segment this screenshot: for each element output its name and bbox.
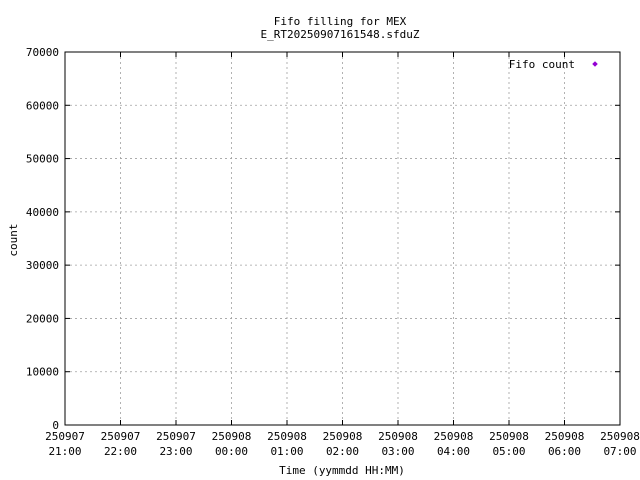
x-tick-date: 250908: [600, 430, 640, 443]
x-tick-time: 23:00: [159, 445, 192, 458]
x-tick-date: 250908: [378, 430, 418, 443]
y-tick-label: 0: [52, 419, 59, 432]
chart-subtitle: E_RT20250907161548.sfduZ: [261, 28, 420, 41]
x-tick-date: 250908: [267, 430, 307, 443]
x-tick-date: 250908: [212, 430, 252, 443]
y-tick-label: 30000: [26, 259, 59, 272]
x-tick-date: 250908: [489, 430, 529, 443]
x-tick-date: 250907: [156, 430, 196, 443]
x-tick-date: 250907: [101, 430, 141, 443]
x-tick-time: 01:00: [270, 445, 303, 458]
y-tick-label: 40000: [26, 206, 59, 219]
x-tick-time: 02:00: [326, 445, 359, 458]
y-tick-label: 70000: [26, 46, 59, 59]
y-tick-label: 20000: [26, 312, 59, 325]
x-tick-time: 21:00: [48, 445, 81, 458]
x-tick-time: 04:00: [437, 445, 470, 458]
axis-ticks: 0 10000 20000 30000 40000 50000 60000 70000 2509…: [26, 46, 640, 458]
y-axis-label: count: [7, 223, 20, 256]
legend-label: Fifo count: [509, 58, 575, 71]
x-tick-time: 06:00: [548, 445, 581, 458]
y-tick-label: 60000: [26, 99, 59, 112]
chart-title: Fifo filling for MEX: [274, 15, 407, 28]
x-tick-date: 250908: [323, 430, 363, 443]
grid-lines: [65, 52, 620, 425]
x-tick-time: 00:00: [215, 445, 248, 458]
x-tick-date: 250907: [45, 430, 85, 443]
x-tick-time: 05:00: [492, 445, 525, 458]
y-tick-label: 10000: [26, 366, 59, 379]
plot-border: [64, 51, 621, 426]
x-tick-date: 250908: [434, 430, 474, 443]
x-tick-time: 07:00: [603, 445, 636, 458]
legend-marker: [592, 61, 598, 67]
x-tick-time: 22:00: [104, 445, 137, 458]
y-tick-label: 50000: [26, 153, 59, 166]
x-tick-date: 250908: [545, 430, 585, 443]
x-tick-time: 03:00: [381, 445, 414, 458]
x-axis-label: Time (yymmdd HH:MM): [279, 464, 405, 477]
